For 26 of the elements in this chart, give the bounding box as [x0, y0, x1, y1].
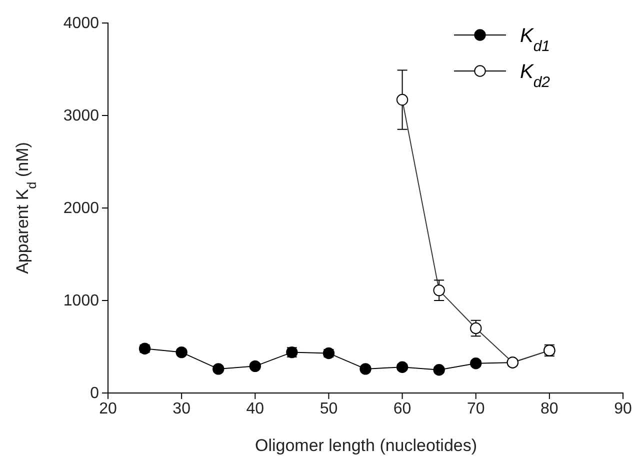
- x-tick-label: 70: [466, 400, 485, 418]
- point: [249, 360, 261, 372]
- y-tick-label: 1000: [63, 292, 100, 310]
- point: [433, 284, 445, 296]
- x-tick-label: 40: [246, 400, 264, 418]
- y-tick-label: 2000: [63, 200, 100, 218]
- point: [433, 364, 445, 376]
- y-tick-label: 4000: [63, 15, 100, 32]
- point: [396, 361, 408, 373]
- x-tick-label: 90: [614, 400, 632, 418]
- point: [176, 346, 188, 358]
- x-tick-label: 60: [393, 400, 412, 418]
- x-tick-label: 80: [540, 400, 558, 418]
- point: [360, 363, 372, 375]
- x-tick-label: 30: [172, 400, 191, 418]
- point: [470, 322, 482, 334]
- x-tick-label: 50: [320, 400, 338, 418]
- point: [396, 94, 408, 106]
- legend-label: K$_{d2}$: [520, 61, 551, 90]
- y-tick-label: 0: [90, 385, 100, 402]
- legend-label: K$_{d1}$: [520, 25, 550, 54]
- point: [470, 358, 482, 370]
- x-axis-title: Oligomer length (nucleotides): [254, 436, 478, 455]
- y-tick-label: 3000: [63, 108, 100, 125]
- point: [212, 363, 224, 375]
- x-tick-label: 20: [99, 400, 117, 418]
